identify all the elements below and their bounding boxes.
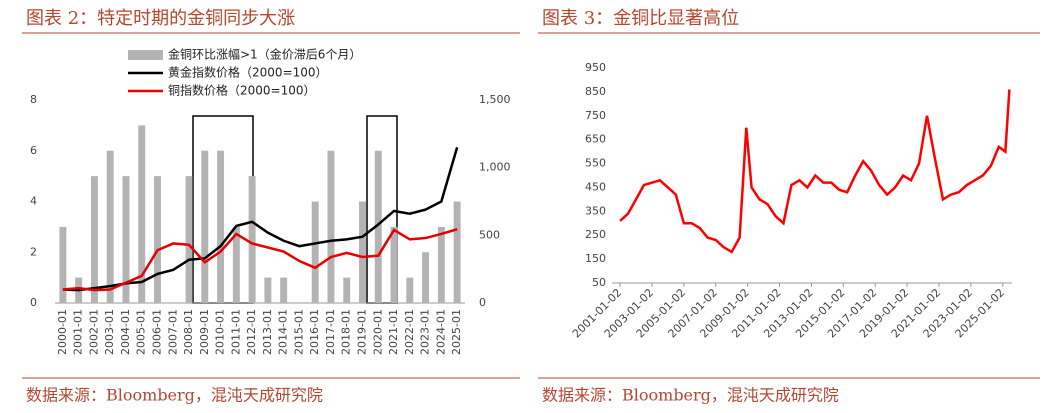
bar xyxy=(59,226,67,303)
bar xyxy=(138,125,146,303)
y-tick-label: 0 xyxy=(30,296,37,309)
x-tick-label: 2002-01 xyxy=(87,309,100,355)
y2-tick-label: 1,000 xyxy=(479,161,511,174)
y-tick-label: 850 xyxy=(585,85,606,98)
y-tick-label: 750 xyxy=(585,109,606,122)
y-tick-label: 6 xyxy=(30,144,37,157)
chart-title: 图表 3：金铜比显著高位 xyxy=(542,8,739,29)
x-tick-label: 2004-01 xyxy=(119,309,132,355)
x-tick-label: 2013-01 xyxy=(261,309,274,355)
source: 数据来源：Bloomberg，混沌天成研究院 xyxy=(542,386,839,405)
x-tick-label: 2024-01 xyxy=(434,309,447,355)
x-tick-label: 2014-01 xyxy=(277,309,290,355)
bar xyxy=(453,201,461,303)
x-tick-label: 2015-01 xyxy=(292,309,305,355)
source: 数据来源：Bloomberg，混沌天成研究院 xyxy=(26,386,323,405)
x-tick-label: 2023-01 xyxy=(419,309,432,355)
legend-swatch xyxy=(128,50,163,60)
x-tick-label: 2001-01 xyxy=(72,309,85,355)
x-tick-label: 2018-01 xyxy=(340,309,353,355)
bar xyxy=(122,176,130,303)
bar xyxy=(359,201,366,303)
bar xyxy=(232,226,240,303)
y-tick-label: 2 xyxy=(30,245,37,258)
y-tick-label: 450 xyxy=(585,180,606,193)
bar xyxy=(264,277,272,303)
y2-tick-label: 500 xyxy=(479,228,500,241)
bar xyxy=(106,150,114,303)
bar xyxy=(343,277,351,303)
bar xyxy=(185,176,193,303)
bar xyxy=(90,176,98,303)
x-tick-label: 2016-01 xyxy=(308,309,321,355)
x-tick-label: 2003-01 xyxy=(103,309,116,355)
bar xyxy=(437,226,445,303)
y-tick-label: 250 xyxy=(585,228,606,241)
bar xyxy=(154,176,161,303)
x-tick-label: 2008-01 xyxy=(182,309,195,355)
bar xyxy=(374,150,382,303)
bar xyxy=(327,150,335,303)
y2-tick-label: 1,500 xyxy=(479,93,511,106)
line xyxy=(62,147,459,292)
x-tick-label: 2006-01 xyxy=(151,309,164,355)
bar xyxy=(217,150,225,303)
line xyxy=(619,89,1011,254)
y2-tick-label: 0 xyxy=(479,296,486,309)
bar xyxy=(248,176,256,303)
bar xyxy=(422,252,430,303)
bar xyxy=(280,277,288,303)
x-tick-label: 2011-01 xyxy=(229,309,242,355)
y-tick-label: 550 xyxy=(585,157,606,170)
bar xyxy=(390,226,398,303)
line xyxy=(62,228,458,292)
y-tick-label: 4 xyxy=(30,195,37,208)
x-tick-label: 2005-01 xyxy=(135,309,148,355)
bar xyxy=(201,150,209,303)
x-tick-label: 2022-01 xyxy=(403,309,416,355)
chart-title: 图表 2：特定时期的金铜同步大涨 xyxy=(26,8,295,29)
x-tick-label: 2020-01 xyxy=(371,309,384,355)
bar xyxy=(311,201,319,303)
legend-label: 金铜环比涨幅>1（金价滞后6个月） xyxy=(168,47,361,62)
x-tick-label: 2000-01 xyxy=(56,309,69,355)
y-tick-label: 650 xyxy=(585,133,606,146)
x-tick-label: 2021-01 xyxy=(387,309,400,355)
x-tick-label: 2007-01 xyxy=(166,309,179,355)
legend-label: 铜指数价格（2000=100） xyxy=(168,83,316,98)
y-tick-label: 350 xyxy=(585,204,606,217)
bar xyxy=(406,277,414,303)
x-tick-label: 2010-01 xyxy=(214,309,227,355)
x-tick-label: 2025-01 xyxy=(450,309,463,355)
x-tick-label: 2019-01 xyxy=(356,309,369,355)
y-tick-label: 50 xyxy=(592,276,606,289)
x-tick-label: 2017-01 xyxy=(324,309,337,355)
x-tick-label: 2009-01 xyxy=(198,309,211,355)
y-tick-label: 150 xyxy=(585,252,606,265)
x-tick-label: 2012-01 xyxy=(245,309,258,355)
legend-label: 黄金指数价格（2000=100） xyxy=(168,65,328,80)
y-tick-label: 8 xyxy=(30,93,37,106)
y-tick-label: 950 xyxy=(585,61,606,74)
